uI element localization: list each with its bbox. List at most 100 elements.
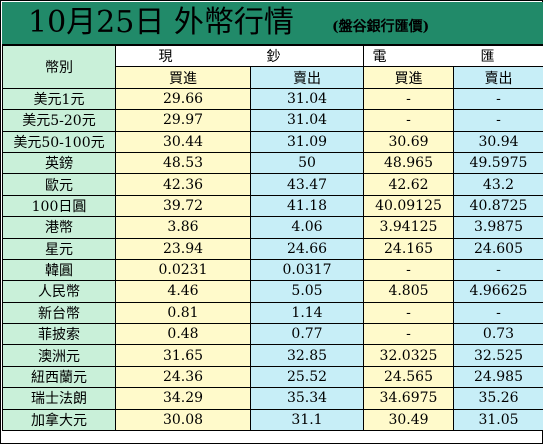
- currency-name: 新台幣: [2, 301, 116, 325]
- cash-buy-rate: 30.44: [115, 130, 251, 153]
- cash-sell-rate: 4.06: [250, 216, 364, 239]
- page-title: 10月25日 外幣行情: [28, 5, 294, 40]
- currency-name: 韓圓: [2, 258, 116, 282]
- wire-buy-rate: 4.805: [363, 280, 454, 303]
- exchange-rate-table: 幣別 現 鈔 電 匯 買進 賣出 買進 賣出 美元1元 29.66 31.04- - 美…: [2, 44, 543, 432]
- cash-buy-rate: 30.08: [115, 408, 251, 432]
- wire-buy-header: 買進: [363, 66, 454, 89]
- wire-buy-rate: -: [363, 109, 454, 132]
- table-row: 美元1元 29.66 31.04- -: [2, 87, 543, 111]
- cash-buy-rate: 24.36: [115, 365, 251, 389]
- cash-sell-rate: 0.0317: [250, 258, 364, 282]
- cash-buy-rate: 4.46: [115, 280, 251, 303]
- wire-buy-rate: 32.0325: [363, 344, 454, 367]
- table-row: 澳洲元 31.65 32.85 32.0325 32.525: [2, 344, 543, 367]
- wire-buy-rate: 24.565: [363, 365, 454, 389]
- cash-buy-rate: 23.94: [115, 237, 251, 260]
- cash-group-header: 現 鈔: [115, 44, 364, 68]
- currency-name: 英鎊: [2, 151, 116, 175]
- wire-sell-rate: -: [453, 109, 543, 132]
- table-row: 人民幣 4.46 5.05 4.805 4.96625: [2, 280, 543, 303]
- cash-sell-rate: 31.04: [250, 87, 364, 111]
- cash-buy-rate: 42.36: [115, 173, 251, 196]
- header-row-groups: 幣別 現 鈔 電 匯: [2, 44, 543, 89]
- cash-sell-rate: 31.09: [250, 130, 364, 153]
- wire-sell-rate: 24.985: [453, 365, 543, 389]
- wire-sell-rate: 35.26: [453, 387, 543, 410]
- currency-name: 100日圓: [2, 194, 116, 218]
- wire-buy-rate: 42.62: [363, 173, 454, 196]
- table-row: 港幣 3.86 4.06 3.94125 3.9875: [2, 216, 543, 239]
- cash-sell-rate: 31.04: [250, 109, 364, 132]
- header-row-sub: 買進 賣出 買進 賣出: [3, 66, 543, 89]
- rate-rows: 美元1元 29.66 31.04- - 美元5-20元 29.97 31.04- - 美元50-…: [2, 87, 543, 432]
- cash-sell-rate: 41.18: [250, 194, 364, 218]
- table-row: 紐西蘭元 24.36 25.52 24.565 24.985: [2, 365, 543, 389]
- table-row: 歐元 42.36 43.47 42.62 43.2: [2, 173, 543, 196]
- table-row: 韓圓 0.0231 0.0317- -: [2, 258, 543, 282]
- cash-sell-rate: 1.14: [250, 301, 364, 325]
- cash-sell-rate: 35.34: [250, 387, 364, 410]
- currency-column-header: 幣別: [2, 45, 116, 89]
- wire-buy-rate: 3.94125: [363, 216, 454, 239]
- wire-buy-rate: 40.09125: [363, 194, 454, 218]
- wire-sell-rate: -: [453, 258, 543, 282]
- wire-sell-rate: 32.525: [453, 344, 543, 367]
- currency-name: 星元: [2, 237, 116, 260]
- title-bar: 10月25日 外幣行情 (盤谷銀行匯價): [2, 2, 543, 45]
- currency-name: 歐元: [2, 173, 116, 196]
- cash-sell-rate: 0.77: [250, 323, 364, 346]
- wire-buy-rate: 48.965: [363, 151, 454, 175]
- cash-buy-rate: 34.29: [115, 387, 251, 410]
- wire-buy-rate: 30.69: [363, 130, 454, 153]
- cash-sell-rate: 5.05: [250, 280, 364, 303]
- table-row: 星元 23.94 24.66 24.165 24.605: [2, 237, 543, 260]
- wire-buy-rate: -: [363, 87, 454, 111]
- wire-sell-rate: 3.9875: [453, 216, 543, 239]
- currency-name: 美元50-100元: [2, 130, 116, 153]
- cash-sell-rate: 24.66: [250, 237, 364, 260]
- currency-name: 美元1元: [2, 87, 116, 111]
- cash-buy-header: 買進: [115, 66, 251, 89]
- wire-sell-rate: -: [453, 301, 543, 325]
- cash-sell-rate: 50: [250, 151, 364, 175]
- currency-name: 港幣: [2, 216, 116, 239]
- cash-buy-rate: 0.81: [115, 301, 251, 325]
- wire-buy-rate: -: [363, 301, 454, 325]
- cash-buy-rate: 0.0231: [115, 258, 251, 282]
- cash-buy-rate: 48.53: [115, 151, 251, 175]
- cash-buy-rate: 3.86: [115, 216, 251, 239]
- table-row: 美元50-100元 30.44 31.09 30.69 30.94: [2, 130, 543, 153]
- table-row: 100日圓 39.72 41.18 40.09125 40.8725: [2, 194, 543, 218]
- currency-name: 瑞士法朗: [2, 387, 116, 410]
- wire-sell-header: 賣出: [453, 66, 543, 89]
- cash-sell-rate: 25.52: [250, 365, 364, 389]
- currency-name: 加拿大元: [2, 408, 116, 432]
- currency-name: 澳洲元: [2, 344, 116, 367]
- wire-sell-rate: -: [453, 87, 543, 111]
- wire-group-header: 電 匯: [363, 44, 543, 68]
- cash-buy-rate: 39.72: [115, 194, 251, 218]
- currency-name: 菲披索: [2, 323, 116, 346]
- wire-buy-rate: 24.165: [363, 237, 454, 260]
- wire-buy-rate: -: [363, 323, 454, 346]
- wire-sell-rate: 31.05: [453, 408, 543, 432]
- table-row: 加拿大元 30.08 31.1 30.49 31.05: [2, 408, 543, 432]
- table-row: 菲披索 0.48 0.77-0.73: [2, 323, 543, 346]
- page-subtitle: (盤谷銀行匯價): [332, 19, 430, 35]
- wire-buy-rate: 34.6975: [363, 387, 454, 410]
- cash-sell-rate: 31.1: [250, 408, 364, 432]
- wire-buy-rate: -: [363, 258, 454, 282]
- table-row: 英鎊 48.53 50 48.965 49.5975: [2, 151, 543, 175]
- table-row: 美元5-20元 29.97 31.04- -: [2, 109, 543, 132]
- wire-sell-rate: 0.73: [453, 323, 543, 346]
- cash-buy-rate: 0.48: [115, 323, 251, 346]
- cash-sell-rate: 32.85: [250, 344, 364, 367]
- cash-buy-rate: 31.65: [115, 344, 251, 367]
- cash-buy-rate: 29.97: [115, 109, 251, 132]
- currency-name: 紐西蘭元: [2, 365, 116, 389]
- wire-buy-rate: 30.49: [363, 408, 454, 432]
- table-row: 新台幣 0.81 1.14- -: [2, 301, 543, 325]
- wire-sell-rate: 49.5975: [453, 151, 543, 175]
